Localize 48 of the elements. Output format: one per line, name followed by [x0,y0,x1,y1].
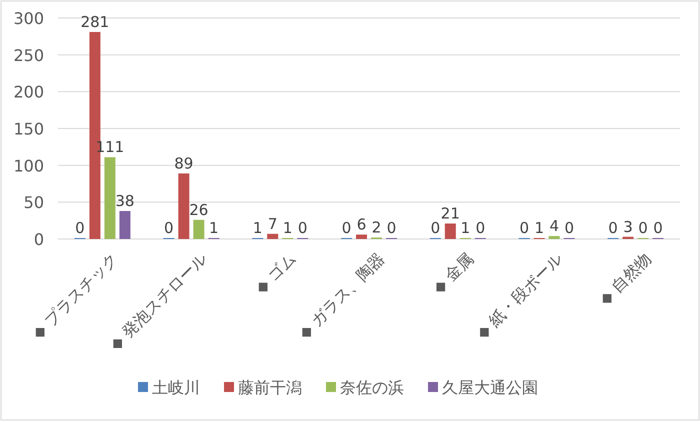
data-label: 0 [430,219,440,237]
data-label: 0 [164,219,174,237]
data-label: 1 [460,219,470,237]
data-label: 89 [174,154,194,172]
data-label: 1 [534,219,544,237]
legend-label: 藤前干潟 [238,378,302,397]
data-label: 0 [298,219,308,237]
data-label: 3 [623,218,633,236]
data-label: 4 [549,217,559,236]
bar [356,234,367,239]
bar [548,236,560,239]
data-label: 0 [75,219,85,237]
y-tick-label: 200 [13,82,44,102]
y-tick-label: 0 [34,230,44,249]
bar [178,173,190,239]
data-label: 21 [440,204,460,223]
legend-label: 土岐川 [152,378,200,397]
x-tick-label: ◆ 自然物 [595,248,655,309]
data-label: 0 [476,219,486,237]
data-label: 2 [372,218,382,237]
data-label: 0 [564,219,574,237]
y-tick-label: 300 [13,9,44,28]
data-label: 38 [115,192,134,210]
data-label: 0 [608,219,618,237]
bar [193,220,204,239]
data-label: 1 [209,219,219,237]
bar [444,224,456,239]
bar [104,157,116,239]
data-label: 0 [519,219,529,237]
data-label: 0 [386,219,396,237]
data-label: 0 [638,219,648,237]
bar [119,211,130,239]
data-label: 0 [653,219,663,237]
legend-label: 奈佐の浜 [340,378,404,397]
data-label: 0 [342,219,352,237]
y-tick-label: 250 [13,46,44,65]
x-tick-label: ◆ 金属 [428,248,478,298]
legend-label: 久屋大通公園 [442,378,538,397]
data-label: 26 [189,200,208,219]
data-label: 281 [80,12,110,31]
y-tick-label: 50 [24,193,44,212]
data-label: 1 [282,219,292,237]
bar [267,234,278,239]
data-label: 7 [268,214,278,233]
data-label: 1 [252,219,262,237]
y-tick-label: 100 [13,156,44,176]
y-tick-label: 150 [13,120,44,138]
data-label: 6 [356,216,366,234]
